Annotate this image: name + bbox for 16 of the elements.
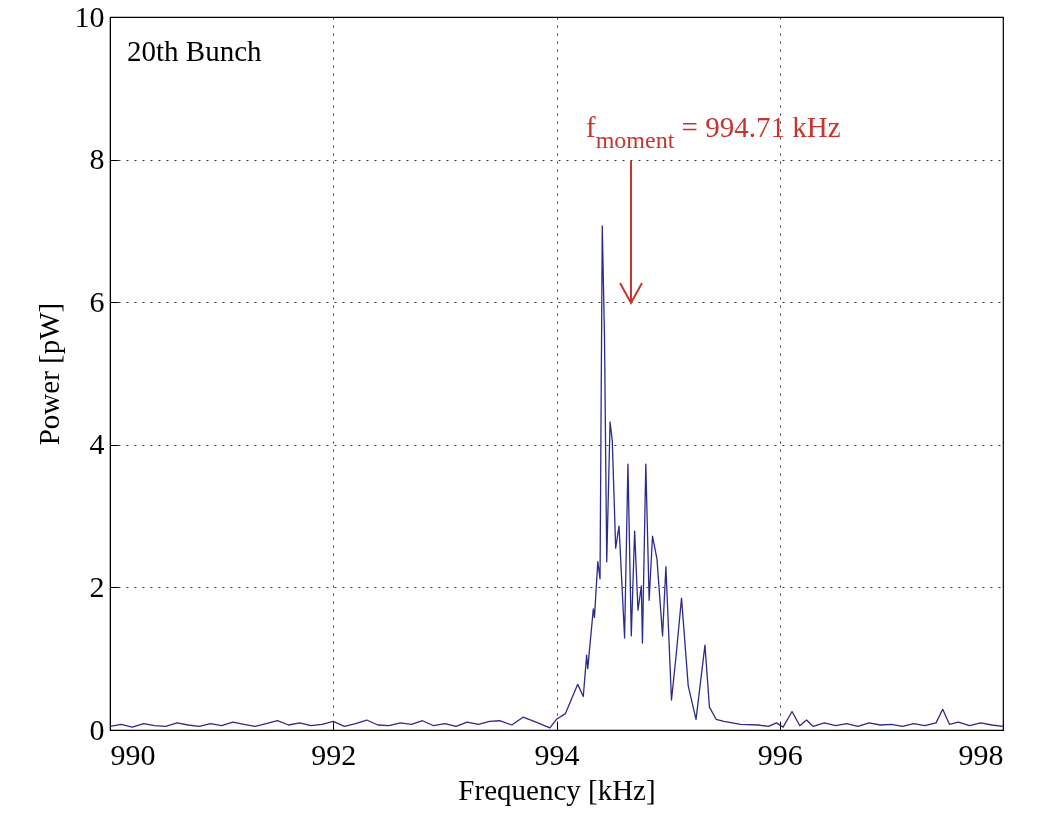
x-tick-label: 992	[311, 737, 357, 771]
y-tick-label: 4	[89, 427, 105, 461]
x-tick-label: 990	[110, 737, 156, 771]
y-tick-label: 0	[89, 712, 105, 746]
x-tick-label: 996	[757, 737, 803, 771]
y-tick-label: 2	[89, 569, 105, 603]
x-tick-label: 998	[958, 737, 1004, 771]
annotation: f$_{moment}$ = 994.71 kHz	[586, 111, 841, 153]
y-tick-label: 6	[89, 284, 105, 318]
y-axis-title: Power [pW]	[32, 302, 65, 446]
x-axis-title: Frequency [kHz]	[458, 773, 656, 806]
annotation: 20th Bunch	[127, 35, 263, 67]
y-tick-label: 10	[74, 0, 105, 33]
y-tick-label: 8	[89, 142, 105, 176]
x-tick-label: 994	[534, 737, 580, 771]
line-series	[110, 225, 1003, 729]
